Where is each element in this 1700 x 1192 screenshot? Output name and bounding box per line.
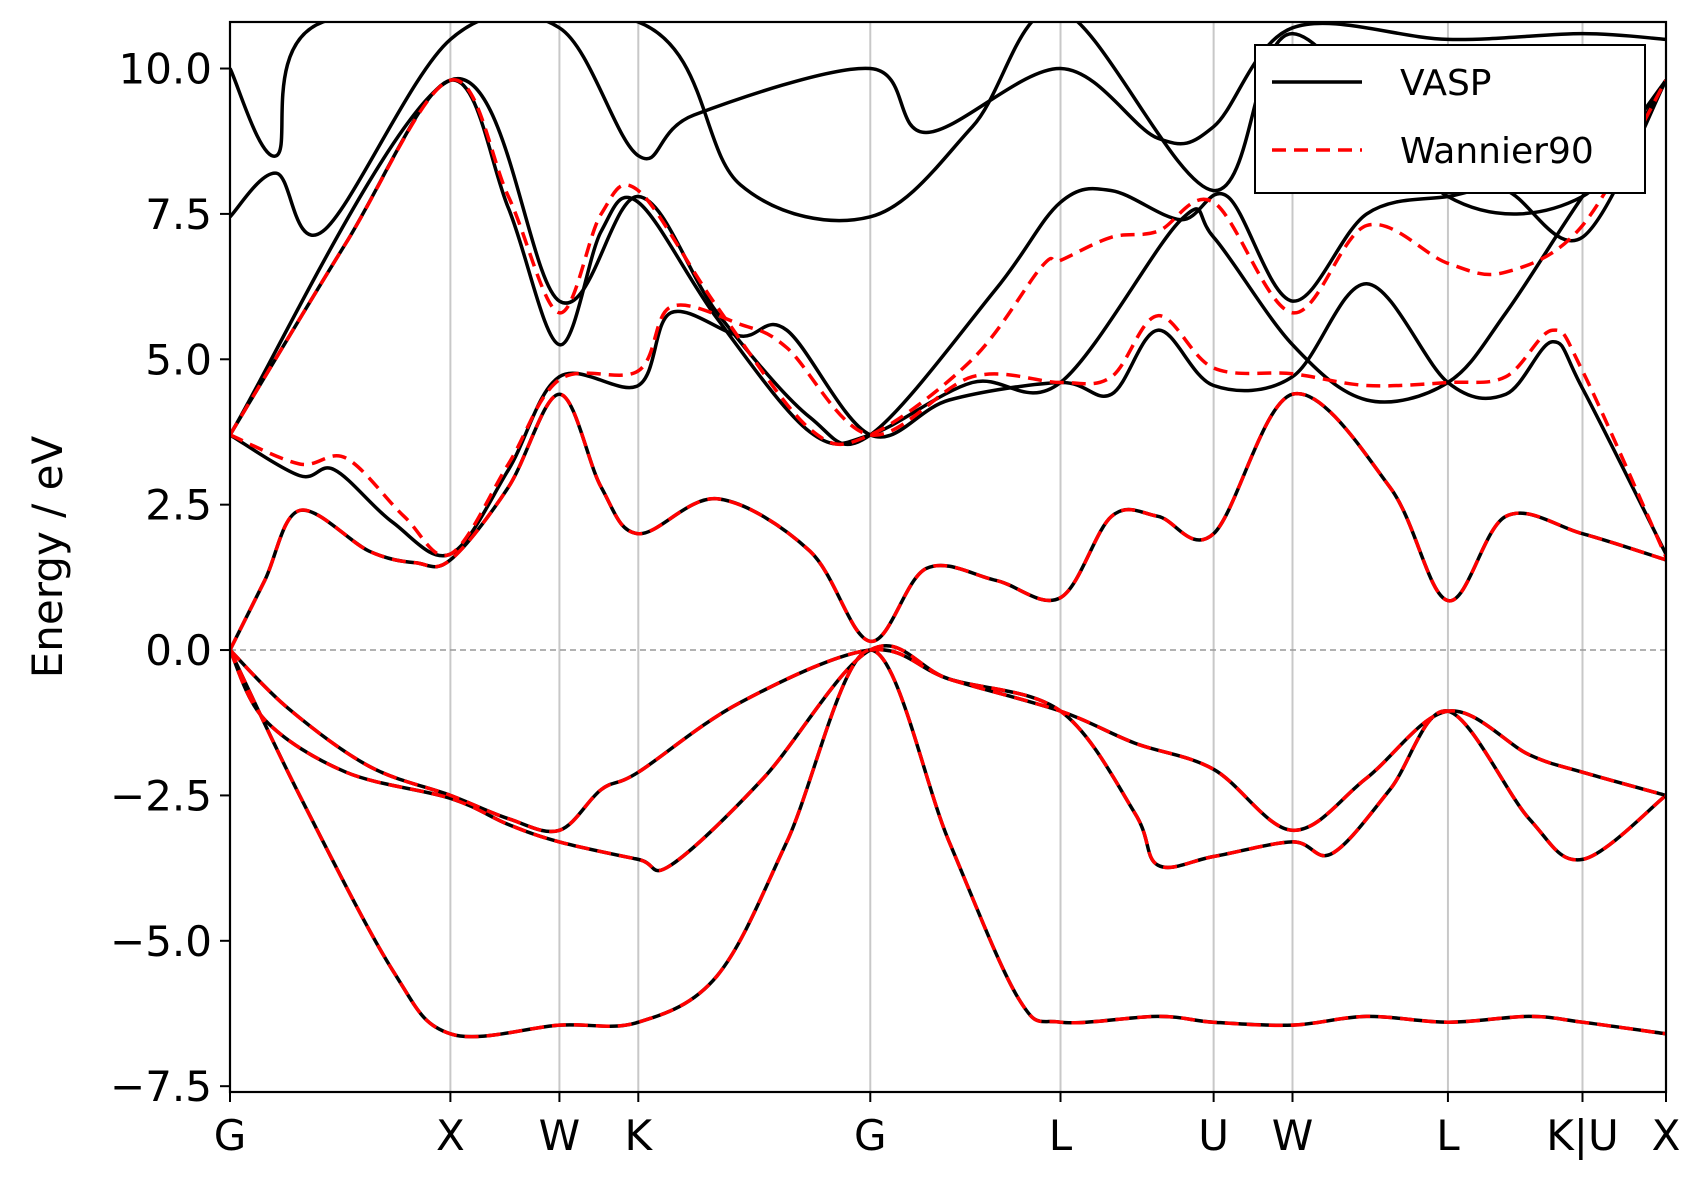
x-tick-label-7: W: [1272, 1111, 1314, 1160]
y-tick-label-2: 5.0: [145, 335, 212, 384]
x-axis: G X W K G L U W L K|U X: [214, 1092, 1681, 1160]
band-wannier90-5: [230, 78, 1666, 447]
band-vasp-3: [230, 391, 1666, 651]
x-tick-label-1: X: [436, 1111, 465, 1160]
x-tick-label-4: G: [854, 1111, 887, 1160]
legend-label-vasp: VASP: [1400, 63, 1492, 104]
band-wannier90-2: [230, 648, 1666, 1039]
band-wannier90-4: [230, 303, 1666, 558]
band-wannier90-3: [230, 391, 1666, 651]
band-wannier90-0: [230, 647, 1666, 834]
y-tick-label-1: 7.5: [145, 190, 212, 239]
legend: VASP Wannier90: [1254, 44, 1646, 194]
y-axis: 10.0 7.5 5.0 2.5 0.0 −2.5 −5.0 −7.5: [110, 45, 230, 1111]
band-vasp-4: [230, 281, 1666, 558]
band-vasp-7: [230, 22, 1666, 237]
y-tick-label-0: 10.0: [118, 45, 212, 94]
x-tick-label-8: L: [1436, 1111, 1460, 1160]
legend-box: [1254, 44, 1646, 194]
y-tick-label-3: 2.5: [145, 481, 212, 530]
x-tick-label-9: K|U: [1546, 1111, 1618, 1160]
x-tick-label-3: K: [625, 1111, 654, 1160]
y-tick-label-6: −5.0: [110, 917, 212, 966]
y-tick-label-4: 0.0: [145, 626, 212, 675]
y-tick-label-5: −2.5: [110, 771, 212, 820]
x-tick-label-6: U: [1198, 1111, 1229, 1160]
x-tick-label-5: L: [1049, 1111, 1073, 1160]
x-tick-label-0: G: [214, 1111, 247, 1160]
bands-group: [230, 22, 1666, 1039]
x-tick-label-10: X: [1652, 1111, 1681, 1160]
legend-label-wannier90: Wannier90: [1400, 131, 1594, 172]
plot-frame: [228, 20, 1668, 1094]
band-wannier90-1: [230, 643, 1666, 873]
y-tick-label-7: −7.5: [110, 1062, 212, 1111]
series-wannier90: [230, 78, 1666, 1039]
x-tick-label-2: W: [539, 1111, 581, 1160]
band-vasp-2: [230, 648, 1666, 1039]
y-axis-title: Energy / eV: [23, 436, 72, 679]
